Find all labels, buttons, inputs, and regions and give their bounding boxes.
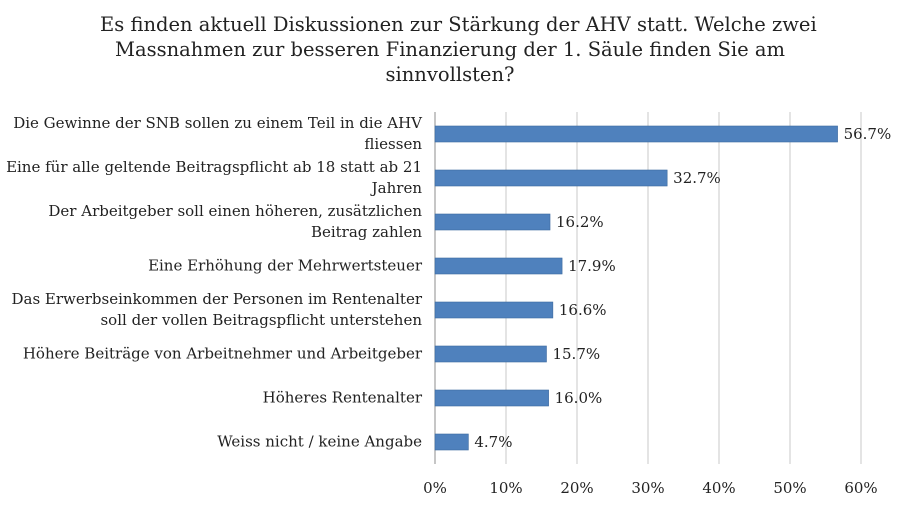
category-label: Höhere Beiträge von Arbeitnehmer und Arb…: [2, 344, 422, 365]
bar: [434, 169, 668, 187]
x-tick-label: 30%: [631, 479, 664, 497]
data-label: 16.6%: [559, 301, 607, 319]
bar: [434, 345, 547, 363]
category-label-line: fliessen: [364, 135, 422, 153]
data-label: 15.7%: [552, 345, 600, 363]
title-line: Massnahmen zur besseren Finanzierung der…: [114, 38, 786, 61]
x-tick-label: 0%: [423, 479, 447, 497]
category-label: Der Arbeitgeber soll einen höheren, zusä…: [2, 201, 422, 243]
category-label-line: Höheres Rentenalter: [262, 388, 422, 407]
category-label: Eine Erhöhung der Mehrwertsteuer: [2, 256, 422, 277]
data-label: 32.7%: [673, 169, 721, 187]
data-label: 16.0%: [555, 389, 603, 407]
category-label-line: Der Arbeitgeber soll einen höheren, zusä…: [48, 202, 422, 220]
category-label-line: Höhere Beiträge von Arbeitnehmer und Arb…: [22, 344, 422, 363]
category-label-line: Weiss nicht / keine Angabe: [217, 432, 422, 451]
bar: [434, 257, 563, 275]
data-label: 17.9%: [568, 257, 616, 275]
category-label-line: Eine Erhöhung der Mehrwertsteuer: [148, 256, 422, 275]
data-label: 56.7%: [844, 125, 892, 143]
data-label: 4.7%: [474, 433, 512, 451]
x-tick-label: 50%: [773, 479, 806, 497]
category-label: Höheres Rentenalter: [2, 388, 422, 409]
title-line: sinnvollsten?: [385, 63, 515, 86]
x-tick-label: 60%: [844, 479, 877, 497]
category-label: Das Erwerbseinkommen der Personen im Ren…: [2, 289, 422, 331]
category-label-line: Beitrag zahlen: [310, 223, 422, 241]
bar: [434, 301, 554, 319]
bar: [434, 433, 469, 451]
category-label: Eine für alle geltende Beitragspflicht a…: [2, 157, 422, 199]
title-line: Es finden aktuell Diskussionen zur Stärk…: [100, 13, 817, 36]
category-label-line: soll der vollen Beitragspflicht unterste…: [100, 311, 422, 329]
data-label: 16.2%: [556, 213, 604, 231]
chart-title: Es finden aktuell Diskussionen zur Stärk…: [100, 12, 817, 87]
category-label-line: Jahren: [371, 179, 422, 197]
category-label-line: Eine für alle geltende Beitragspflicht a…: [6, 158, 422, 176]
category-label-line: Die Gewinne der SNB sollen zu einem Teil…: [13, 114, 422, 132]
category-label-line: Das Erwerbseinkommen der Personen im Ren…: [11, 290, 422, 308]
bar: [434, 125, 838, 143]
x-tick-label: 20%: [560, 479, 593, 497]
bar: [434, 389, 549, 407]
bar: [434, 213, 551, 231]
category-label: Weiss nicht / keine Angabe: [2, 432, 422, 453]
x-tick-label: 10%: [489, 479, 522, 497]
x-tick-label: 40%: [702, 479, 735, 497]
category-label: Die Gewinne der SNB sollen zu einem Teil…: [2, 113, 422, 155]
